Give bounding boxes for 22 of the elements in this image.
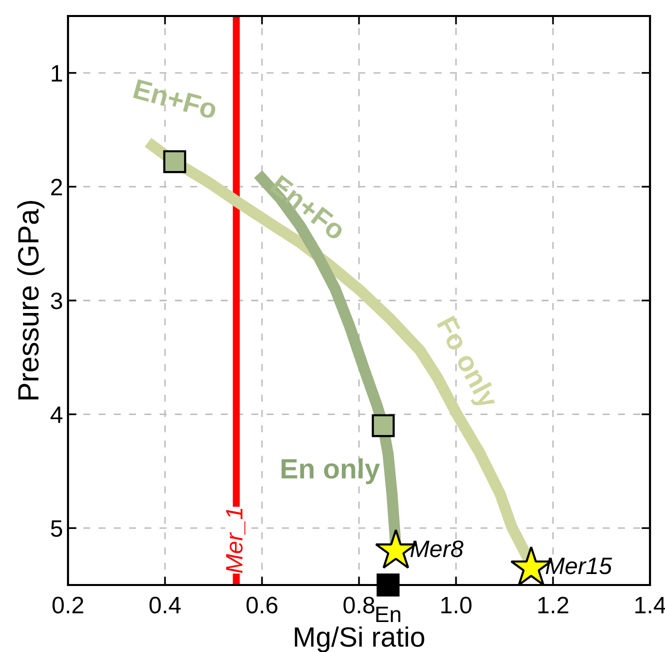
point xyxy=(372,414,395,438)
y-tick-label: 1 xyxy=(52,65,62,82)
x-tick-label: 0.4 xyxy=(150,596,181,614)
y-tick-label: 4 xyxy=(50,406,62,423)
annotation: En+Fo xyxy=(133,79,218,120)
annotation: Fo only xyxy=(432,315,500,413)
point xyxy=(163,150,186,174)
series-label: Mer15 xyxy=(546,558,612,574)
x-tick-label: 0.8 xyxy=(344,596,374,614)
x-axis-title: Mg/Si ratio xyxy=(294,626,424,652)
x-tick-label: 1.2 xyxy=(538,596,568,614)
annotation: En only xyxy=(282,458,380,484)
y-tick-label: 2 xyxy=(51,178,62,196)
ref-line-label: Mer_1 xyxy=(226,508,246,573)
x-tick-label: 1.0 xyxy=(441,596,472,614)
text: En xyxy=(376,606,400,622)
y-tick-label: 5 xyxy=(50,520,62,537)
series-label: Mer8 xyxy=(410,540,464,558)
x-tick-label: 0.6 xyxy=(246,596,278,614)
y-axis-title: Pressure (GPa) xyxy=(17,201,44,400)
y-tick-label: 3 xyxy=(50,292,62,310)
x-tick-label: 0.2 xyxy=(52,596,84,614)
